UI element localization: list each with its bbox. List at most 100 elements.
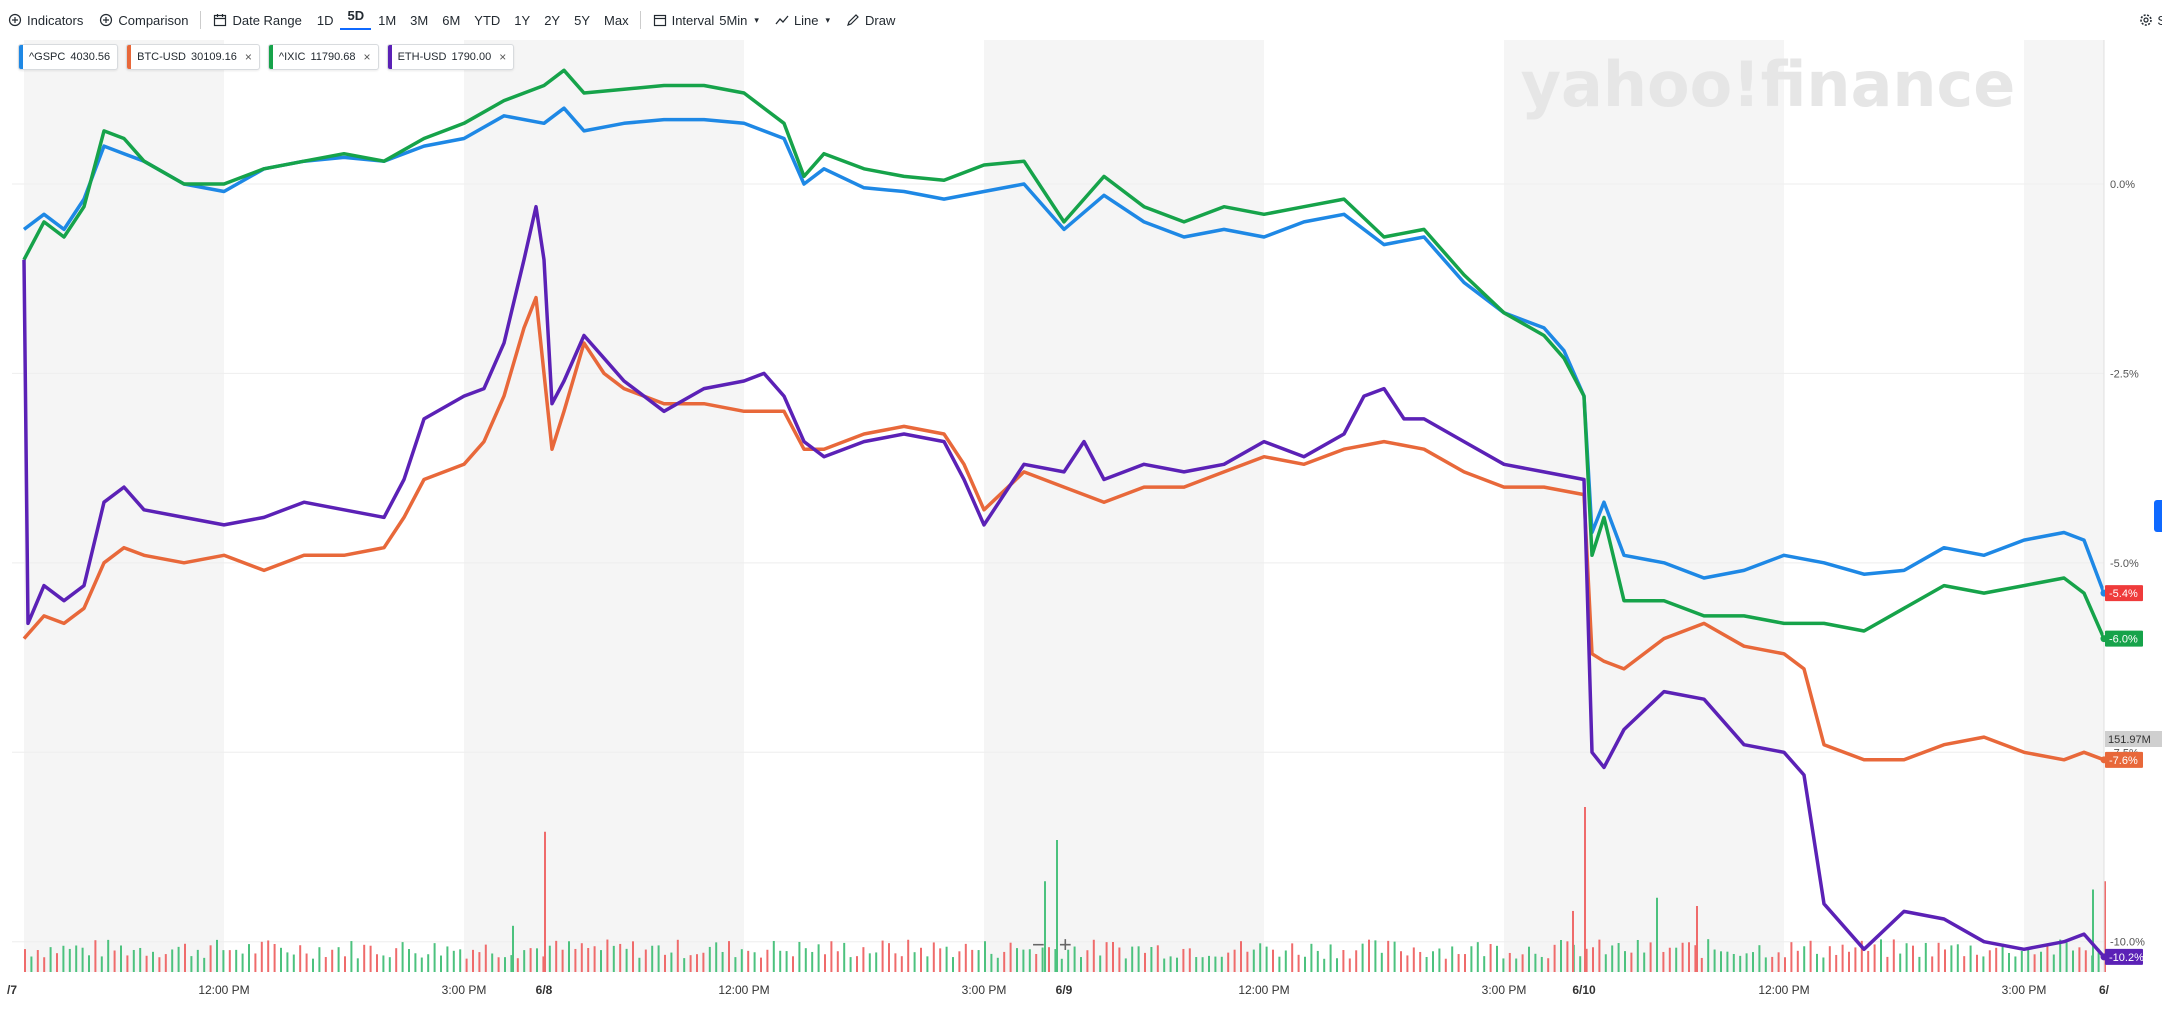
volume-bar [996,957,999,972]
indicators-label: Indicators [27,12,84,28]
price-chart[interactable]: yahoo!finance0.0%-2.5%-5.0%-7.5%-10.0%15… [0,40,2162,1014]
comparison-chip[interactable]: BTC-USD 30109.16 × [126,44,260,70]
volume-bar [1432,951,1434,972]
range-tab-ytd[interactable]: YTD [474,12,501,28]
volume-bar [2104,881,2106,972]
volume-bar [369,945,372,972]
volume-bar [824,954,826,972]
gear-icon [2140,14,2153,26]
volume-bar [971,949,974,972]
volume-bar [1400,951,1402,972]
volume-bar [1643,952,1646,972]
last-value-label: -7.6% [2109,755,2138,767]
volume-bar [1732,953,1735,972]
volume-bar [1252,949,1255,972]
volume-bar [952,957,954,972]
volume-bar [1086,950,1089,972]
volume-bar [766,949,769,972]
volume-bar [88,955,90,972]
volume-bar [1956,944,1959,972]
volume-bar [1444,958,1447,972]
volume-bar [228,950,231,972]
volume-bar [1572,910,1574,972]
range-tab-max[interactable]: Max [604,12,629,28]
volume-bar [273,944,276,972]
volume-bar [1700,957,1703,972]
volume-bar [459,949,462,972]
indicators-button[interactable]: Indicators [0,0,91,40]
side-panel-tab[interactable] [2154,500,2162,532]
range-tab-1d[interactable]: 1D [316,12,334,28]
volume-bar [292,954,295,972]
volume-bar [68,948,71,972]
interval-dropdown[interactable]: Interval 5Min ▾ [645,0,767,40]
volume-bar [1515,958,1518,972]
range-tab-6m[interactable]: 6M [442,12,461,28]
volume-bar [1451,946,1454,972]
range-tab-1m[interactable]: 1M [378,12,397,28]
line-type-dropdown[interactable]: Line ▾ [767,0,838,40]
last-value-badge [2105,751,2143,768]
volume-bar [958,951,961,972]
volume-bar [1816,953,1818,972]
chip-value: 1790.00 [451,51,492,63]
volume-bar [1835,954,1838,972]
volume-bar [939,948,942,972]
volume-bar [798,941,801,972]
settings-button[interactable]: S [2139,0,2162,40]
volume-bar [1387,940,1390,972]
volume-bar [1713,949,1716,972]
range-tab-3m[interactable]: 3M [410,12,429,28]
range-tab-5y[interactable]: 5Y [574,12,591,28]
range-tab-2y[interactable]: 2Y [544,12,561,28]
volume-bar [990,953,993,972]
range-tab-1y[interactable]: 1Y [514,12,531,28]
volume-bar [190,956,193,972]
volume-bar [1483,956,1486,972]
volume-bar [600,950,602,972]
volume-bar [1636,939,1639,972]
volume-bar [1316,950,1319,972]
pencil-icon [847,14,859,26]
close-icon[interactable]: × [499,50,507,64]
volume-bar [945,946,948,972]
volume-bar [1310,943,1313,972]
close-icon[interactable]: × [244,50,252,64]
settings-label: S [2157,12,2162,28]
range-tab-5d[interactable]: 5D [340,0,371,30]
comparison-chip[interactable]: ^GSPC 4030.56 [18,44,119,70]
zoom-in-button[interactable]: + [1058,932,1072,957]
volume-bar [1044,881,1046,972]
volume-bar [145,955,148,972]
x-tick-label: 6/10 [1572,983,1596,997]
volume-bar [1560,940,1562,972]
date-range-button[interactable]: Date Range [205,0,309,40]
volume-bar [478,952,481,972]
x-tick-label: 6/ [2099,983,2110,997]
volume-bar [1579,956,1582,972]
comparison-button[interactable]: Comparison [91,0,196,40]
volume-bar [760,957,762,972]
volume-bar [401,942,404,972]
volume-bar [1118,947,1121,972]
volume-bar [1246,951,1249,972]
last-value-label: -6.0% [2109,634,2138,646]
volume-bar [2008,952,2010,972]
volume-bar [1963,956,1966,972]
volume-bar [1150,947,1153,972]
divider [200,11,202,29]
volume-bar [260,941,263,972]
close-icon[interactable]: × [363,50,371,64]
volume-bar [1912,945,1914,972]
zoom-out-button[interactable]: − [1032,932,1045,957]
chevron-down-icon: ▾ [754,14,759,25]
volume-bar [587,948,590,972]
comparison-chip[interactable]: ETH-USD 1790.00 × [386,44,515,70]
session-shade [984,40,1264,972]
volume-bar [1540,956,1543,972]
comparison-chip[interactable]: ^IXIC 11790.68 × [267,44,379,70]
volume-bar [747,950,750,972]
draw-button[interactable]: Draw [838,0,903,40]
volume-bar [548,945,551,972]
volume-bar [203,957,206,972]
